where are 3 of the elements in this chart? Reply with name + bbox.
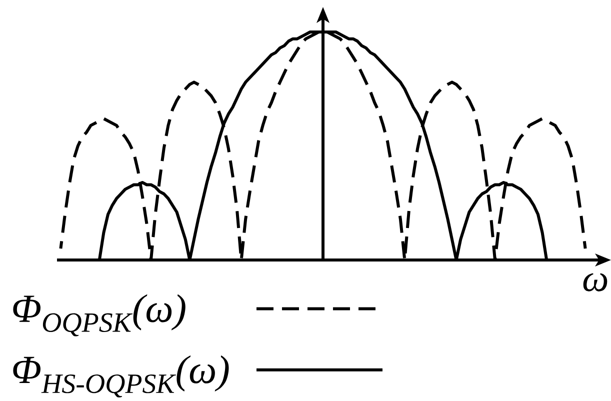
x-axis-title: ω (583, 273, 608, 292)
legend-label: Φ$_{OQPSK}$(ω) (13, 294, 186, 336)
legend-label: Φ$_{HS-OQPSK}$(ω) (13, 355, 229, 398)
